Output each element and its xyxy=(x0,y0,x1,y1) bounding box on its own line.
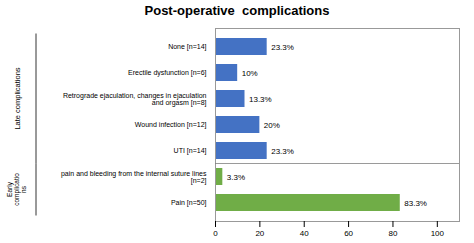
svg-text:Pain [n=50]: Pain [n=50] xyxy=(171,199,207,207)
svg-text:60: 60 xyxy=(344,229,353,238)
svg-text:None [n=14]: None [n=14] xyxy=(168,43,206,51)
html-text:Post-operative complications: Post-operative complications xyxy=(144,3,330,18)
svg-text:13.3%: 13.3% xyxy=(249,95,272,104)
svg-text:0: 0 xyxy=(213,229,218,238)
svg-text:100: 100 xyxy=(431,229,445,238)
svg-text:Retrograde ejaculation, change: Retrograde ejaculation, changes in ejacu… xyxy=(63,92,207,108)
svg-text:80: 80 xyxy=(389,229,398,238)
svg-text:23.3%: 23.3% xyxy=(271,147,294,156)
svg-text:UTI [n=14]: UTI [n=14] xyxy=(174,147,207,155)
svg-text:83.3%: 83.3% xyxy=(404,199,427,208)
svg-text:20: 20 xyxy=(255,229,264,238)
svg-text:23.3%: 23.3% xyxy=(271,43,294,52)
svg-text:20%: 20% xyxy=(264,121,280,130)
svg-text:Erectile dysfunction [n=6]: Erectile dysfunction [n=6] xyxy=(128,69,206,77)
svg-text:Earlycomplications: Earlycomplications xyxy=(6,173,27,206)
svg-text:Wound infection [n=12]: Wound infection [n=12] xyxy=(135,121,207,129)
svg-text:10%: 10% xyxy=(242,69,258,78)
svg-text:40: 40 xyxy=(300,229,309,238)
svg-text:Late complications: Late complications xyxy=(13,67,22,129)
svg-text:pain and bleeding from the int: pain and bleeding from the internal sutu… xyxy=(61,170,207,186)
svg-text:3.3%: 3.3% xyxy=(227,173,245,182)
